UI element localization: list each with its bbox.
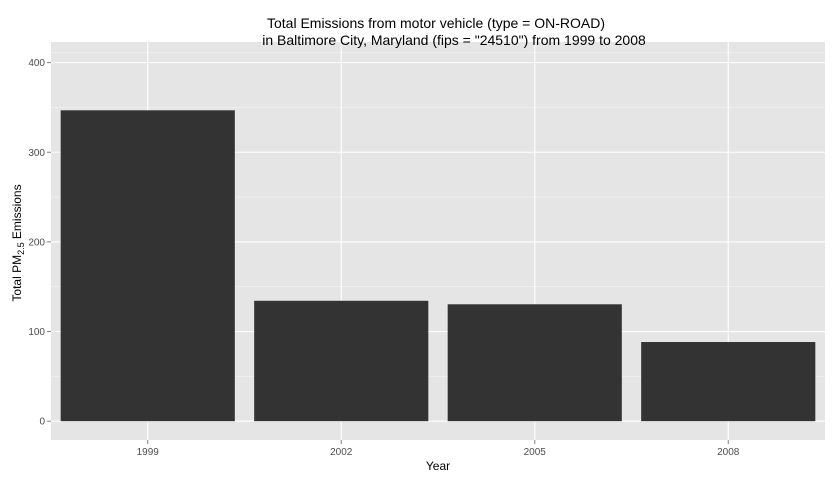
y-tick-label: 100 xyxy=(28,327,45,338)
bar-2002 xyxy=(254,300,429,422)
x-axis-title: Year xyxy=(426,459,450,473)
bar-1999 xyxy=(60,110,235,422)
y-tick-label: 400 xyxy=(28,58,45,69)
x-axis-ticks: 1999 2002 2005 2008 xyxy=(137,440,740,458)
y-axis-title-prefix: Total PM xyxy=(10,255,24,302)
y-axis-title-subscript: 2.5 xyxy=(16,242,26,255)
y-tick-label: 0 xyxy=(39,417,45,428)
x-tick-label: 2008 xyxy=(717,447,740,458)
x-tick-label: 2002 xyxy=(330,447,353,458)
y-axis-ticks: 0 100 200 300 400 xyxy=(28,58,51,428)
y-tick-label: 300 xyxy=(28,148,45,159)
bars xyxy=(60,110,816,422)
bar-2005 xyxy=(447,304,622,422)
y-axis-title: Total PM2.5 Emissions xyxy=(10,184,26,301)
y-axis-title-suffix: Emissions xyxy=(10,184,24,242)
bar-2008 xyxy=(641,342,816,422)
y-tick-label: 200 xyxy=(28,237,45,248)
x-tick-label: 1999 xyxy=(137,447,160,458)
x-tick-label: 2005 xyxy=(524,447,547,458)
chart-title-line-2: in Baltimore City, Maryland (fips = "245… xyxy=(262,32,646,48)
chart-title-line-1: Total Emissions from motor vehicle (type… xyxy=(267,15,605,31)
